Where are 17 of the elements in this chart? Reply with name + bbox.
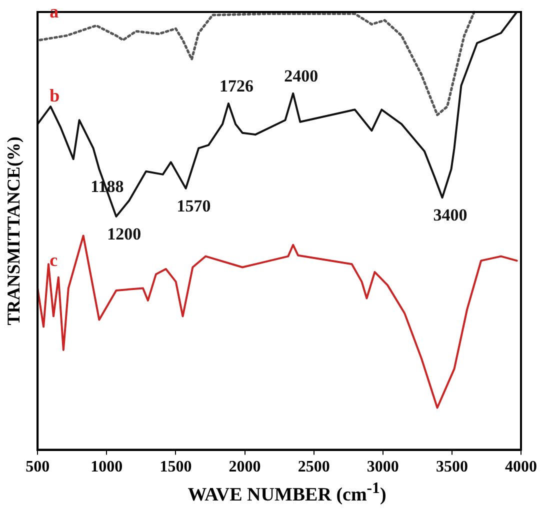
- series-label: b: [50, 86, 60, 106]
- annotation: 1726: [219, 76, 254, 96]
- annotation: 1200: [107, 224, 142, 244]
- x-tick-label: 1000: [90, 458, 123, 476]
- annotation: 2400: [284, 66, 318, 86]
- x-tick-label: 500: [26, 458, 50, 476]
- x-tick-label: 3500: [436, 458, 468, 476]
- x-tick-label: 2000: [228, 458, 261, 476]
- annotation: 1570: [176, 196, 211, 216]
- series-label: c: [50, 250, 58, 270]
- annotation: 3400: [433, 206, 468, 225]
- x-tick-label: 3000: [366, 458, 399, 476]
- x-tick-label: 4000: [505, 458, 537, 476]
- y-axis-title: TRANSMITTANCE(%): [3, 136, 24, 326]
- x-axis-title: WAVE NUMBER (cm$^{-1}$): [186, 480, 388, 506]
- x-tick-label: 2500: [298, 458, 330, 476]
- x-tick-label: 1500: [160, 458, 192, 476]
